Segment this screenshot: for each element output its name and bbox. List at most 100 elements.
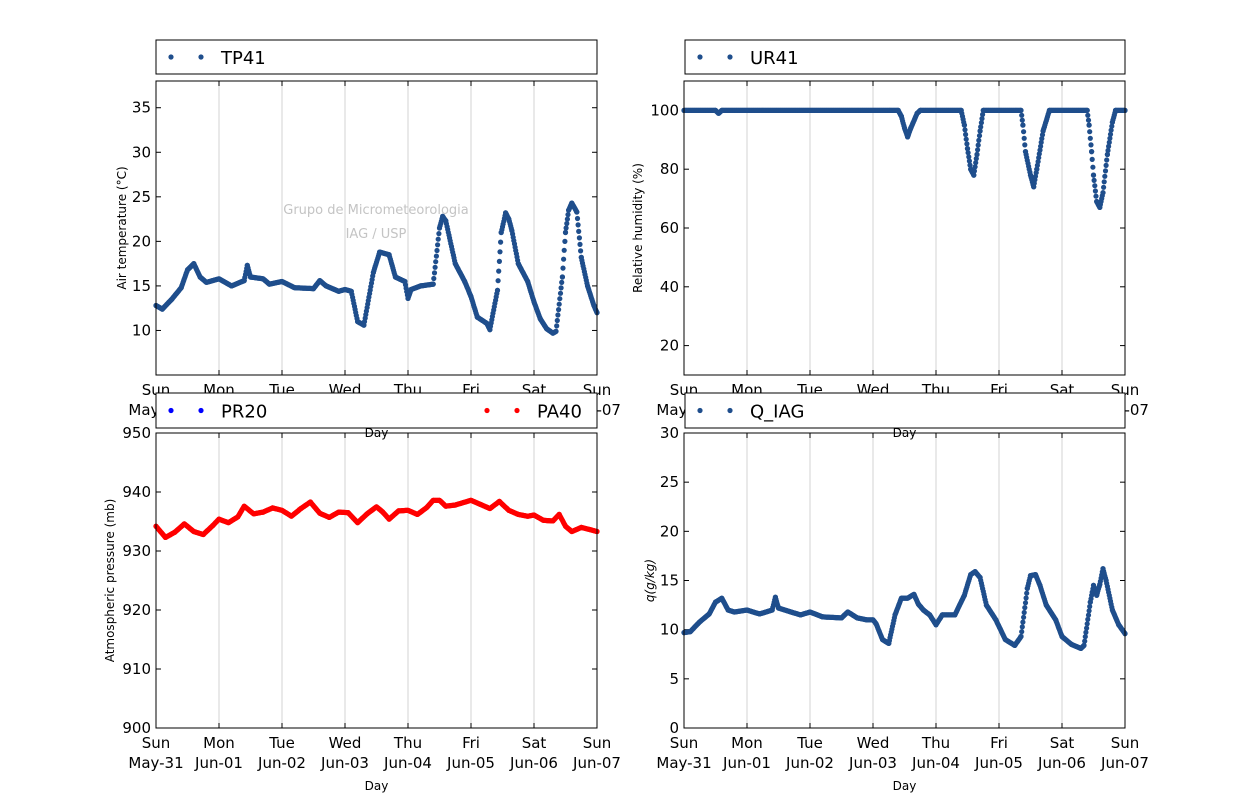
data-point: [971, 172, 977, 178]
series-PA40: [153, 497, 600, 541]
data-point: [244, 262, 250, 268]
x-tick-label-day: Mon: [203, 734, 235, 752]
data-point: [769, 607, 775, 613]
data-point: [556, 511, 562, 517]
data-point: [270, 505, 276, 511]
data-point: [418, 283, 424, 289]
data-point: [1085, 117, 1092, 123]
data-point: [560, 265, 566, 271]
data-point: [569, 528, 575, 535]
data-point: [498, 229, 504, 236]
y-tick-label: 0: [669, 719, 679, 737]
x-tick-label-day: Fri: [462, 734, 480, 752]
data-point: [578, 524, 584, 531]
data-point: [462, 278, 468, 285]
data-point: [1087, 599, 1093, 605]
y-tick-label: 40: [660, 278, 679, 296]
data-point: [178, 285, 184, 291]
data-point: [495, 278, 501, 284]
data-point: [405, 295, 411, 301]
data-point: [1106, 139, 1112, 145]
data-point: [1104, 157, 1110, 163]
data-point: [260, 509, 266, 515]
plot-frame: [683, 80, 1126, 376]
data-point: [531, 299, 537, 305]
data-point: [553, 328, 559, 334]
y-tick-label: 930: [122, 542, 151, 560]
y-tick-label: 20: [660, 337, 679, 355]
data-point: [964, 146, 971, 152]
data-point: [402, 278, 408, 285]
data-point: [687, 629, 693, 635]
x-tick-label-day: Tue: [268, 734, 295, 752]
data-point: [562, 229, 569, 236]
data-point: [181, 521, 187, 527]
data-point: [898, 113, 905, 119]
data-point: [370, 269, 376, 276]
data-point: [725, 607, 731, 613]
data-point: [854, 615, 860, 621]
data-point: [1027, 573, 1034, 579]
legend-marker: [198, 54, 204, 60]
data-point: [898, 595, 905, 601]
data-point: [1024, 590, 1030, 596]
data-point: [775, 605, 782, 611]
data-point: [574, 209, 580, 215]
data-point: [965, 150, 971, 156]
data-point: [961, 122, 968, 128]
y-tick-label: 940: [122, 483, 151, 501]
data-point: [555, 312, 561, 318]
legend-marker: [484, 407, 490, 414]
data-point: [452, 261, 458, 267]
data-point: [712, 599, 719, 605]
data-point: [1019, 629, 1025, 635]
data-point: [525, 278, 531, 285]
y-tick-label: 900: [122, 719, 151, 737]
data-point: [1100, 566, 1106, 572]
data-point: [1109, 123, 1115, 129]
x-tick-label-date: Jun-02: [785, 754, 834, 772]
y-tick-label: 10: [660, 621, 679, 639]
data-point: [1100, 190, 1106, 196]
data-point: [432, 264, 438, 270]
data-point: [487, 327, 493, 333]
data-point: [506, 216, 512, 222]
data-point: [1090, 164, 1096, 170]
y-tick-label: 15: [132, 277, 151, 295]
data-point: [1091, 177, 1097, 183]
data-point: [317, 278, 323, 284]
data-point: [1037, 582, 1043, 589]
data-point: [917, 107, 923, 113]
data-point: [184, 267, 191, 273]
data-point: [386, 516, 392, 522]
data-point: [964, 141, 970, 147]
data-point: [558, 285, 564, 291]
x-tick-label-date: May-31: [656, 754, 711, 772]
data-point: [554, 323, 560, 329]
x-tick-label-date: Jun-01: [722, 754, 771, 772]
y-tick-label: 30: [132, 143, 151, 161]
data-point: [975, 142, 981, 148]
data-point: [191, 261, 197, 267]
data-point: [905, 134, 911, 140]
data-point: [569, 200, 575, 206]
data-point: [1102, 173, 1108, 179]
chart-specific_humidity: 0 5 10 15 20 25 30 Sun May-31 Mon Jun-01 Tue Jun-02 W…: [643, 392, 1149, 793]
data-point: [1022, 605, 1028, 611]
data-point: [563, 225, 569, 231]
data-point: [1087, 129, 1093, 135]
data-point: [1019, 624, 1025, 630]
data-point: [1106, 143, 1112, 149]
data-point: [515, 261, 521, 267]
data-point: [561, 256, 567, 262]
data-point: [562, 523, 569, 529]
data-point: [1116, 622, 1122, 628]
data-point: [408, 286, 414, 293]
x-tick-label-day: Wed: [329, 734, 362, 752]
x-tick-label-date: Jun-06: [1037, 754, 1086, 772]
legend-box: [684, 392, 1126, 429]
data-point: [562, 238, 568, 244]
x-tick-label-day: Fri: [990, 734, 1008, 752]
x-tick-label-date: Jun-07: [1100, 754, 1149, 772]
chart-humidity: 20406080100SunMay-31MonJun-01TueJun-02We…: [631, 39, 1149, 440]
